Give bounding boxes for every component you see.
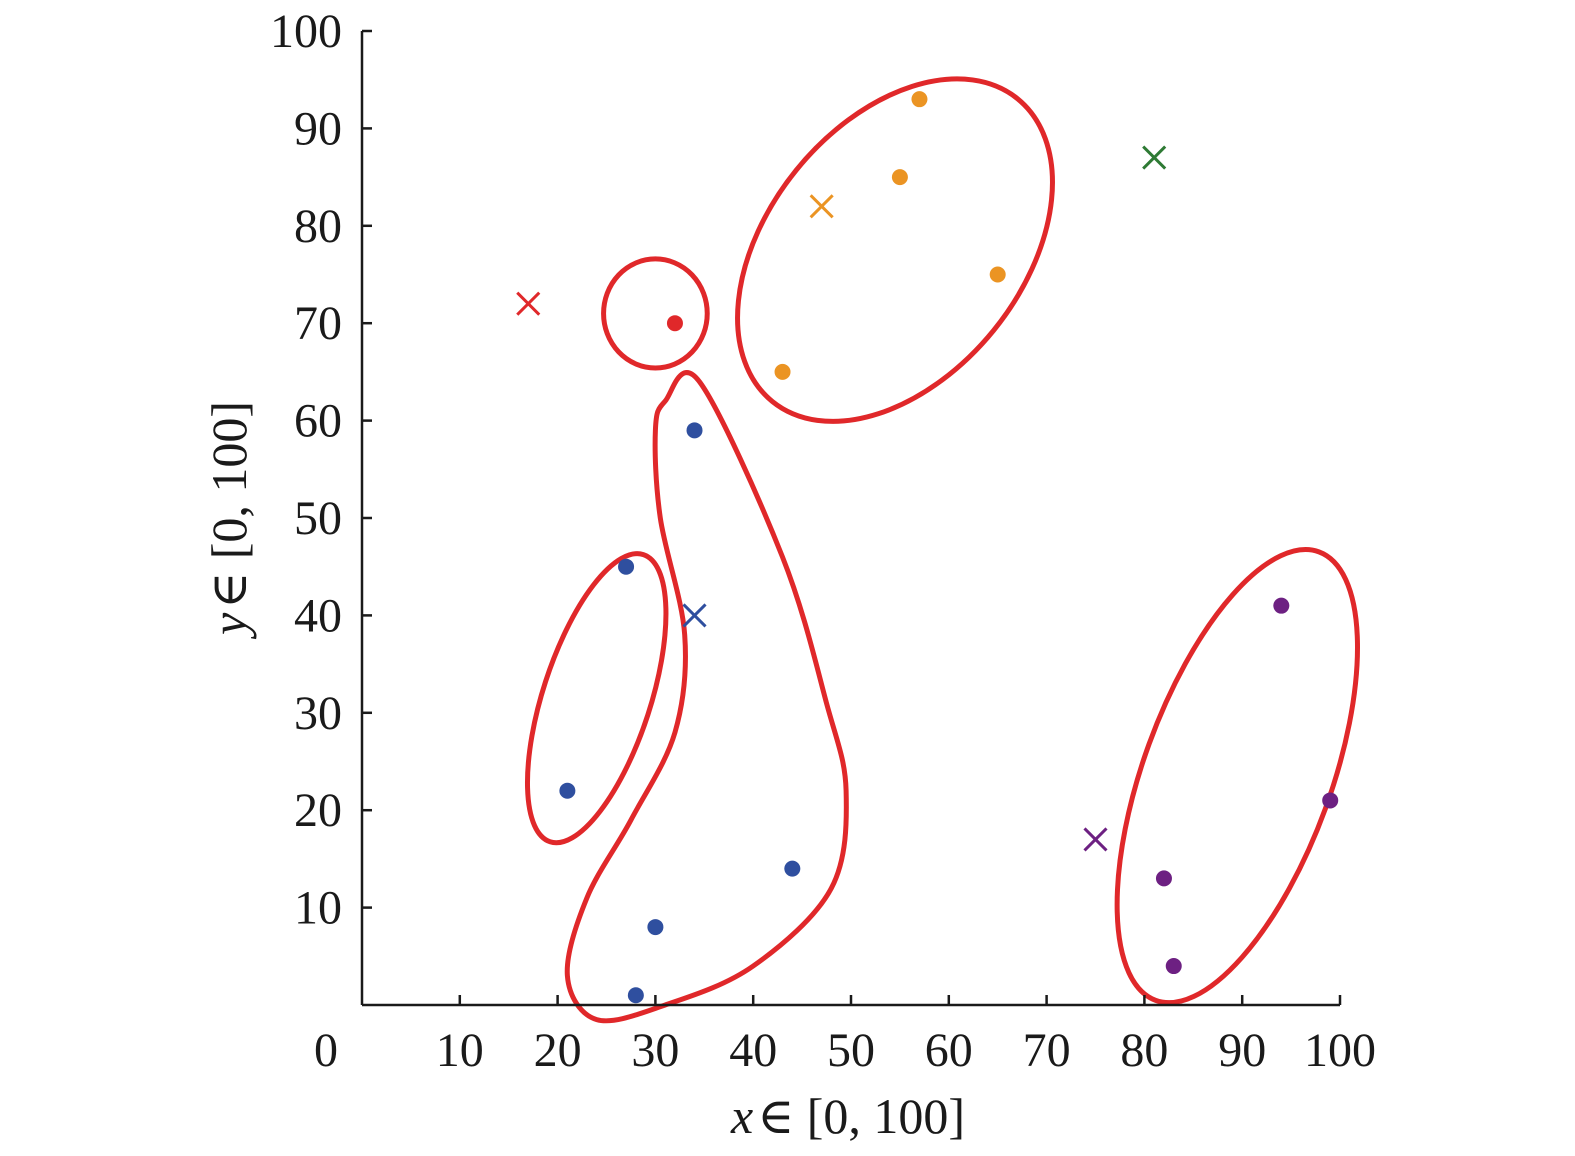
x-tick-label: 0 (314, 1024, 338, 1077)
data-point-purple (1155, 870, 1172, 887)
cross-markers (516, 145, 1167, 852)
cluster-outline (601, 256, 710, 371)
y-tick-label: 40 (294, 589, 342, 642)
data-point-orange (891, 169, 908, 186)
y-tick-label: 10 (294, 882, 342, 935)
cluster-outline (564, 370, 849, 1024)
data-point-blue (559, 782, 576, 799)
data-point-orange (774, 363, 791, 380)
data-point-blue (627, 987, 644, 1004)
cross-marker-green (1142, 145, 1167, 170)
y-tick-label: 50 (294, 492, 342, 545)
x-tick-label: 20 (534, 1024, 582, 1077)
x-tick-label: 80 (1120, 1024, 1168, 1077)
x-axis-label: x∈ [0, 100] (730, 1088, 965, 1144)
x-tick-label: 30 (631, 1024, 679, 1077)
cross-marker-red (516, 291, 541, 316)
cross-marker-orange (809, 194, 834, 219)
y-axis-variable: y (201, 612, 257, 640)
cluster-outline (1114, 547, 1360, 1006)
x-tick-label: 50 (827, 1024, 875, 1077)
data-point-blue (784, 860, 801, 877)
y-tick-label: 20 (294, 784, 342, 837)
y-ticks: 10 20 30 40 50 60 70 80 90 100 (270, 5, 372, 935)
data-point-purple (1273, 597, 1290, 614)
data-point-purple (1165, 958, 1182, 975)
x-tick-label: 10 (436, 1024, 484, 1077)
x-tick-label: 40 (729, 1024, 777, 1077)
cluster-outlines (524, 76, 1360, 1024)
x-tick-label: 70 (1023, 1024, 1071, 1077)
data-point-purple (1322, 792, 1339, 809)
x-tick-label: 90 (1218, 1024, 1266, 1077)
y-tick-label: 80 (294, 200, 342, 253)
y-tick-label: 70 (294, 297, 342, 350)
y-tick-label: 90 (294, 102, 342, 155)
data-point-blue (647, 919, 664, 936)
data-point-blue (618, 558, 635, 575)
cluster-outline (524, 551, 669, 846)
x-ticks: 0 10 20 30 40 50 60 70 80 90 100 (314, 995, 1376, 1077)
data-point-blue (686, 422, 703, 439)
cluster-outline (735, 76, 1055, 424)
y-axis-label: y ∈ [0, 100] (201, 401, 257, 640)
x-axis-variable: x (730, 1088, 753, 1144)
data-point-red (666, 315, 683, 332)
x-tick-label: 60 (925, 1024, 973, 1077)
data-point-orange (989, 266, 1006, 283)
y-axis-range-text: ∈ [0, 100] (201, 401, 257, 609)
cross-marker-purple (1083, 827, 1108, 852)
axes (360, 31, 1340, 1007)
y-tick-label: 60 (294, 395, 342, 448)
x-axis-range-text: ∈ [0, 100] (757, 1088, 965, 1144)
y-tick-label: 100 (270, 5, 342, 58)
cross-marker-blue (682, 603, 707, 628)
data-points (559, 91, 1339, 1004)
data-point-orange (911, 91, 928, 108)
x-tick-label: 100 (1304, 1024, 1376, 1077)
y-tick-label: 30 (294, 687, 342, 740)
